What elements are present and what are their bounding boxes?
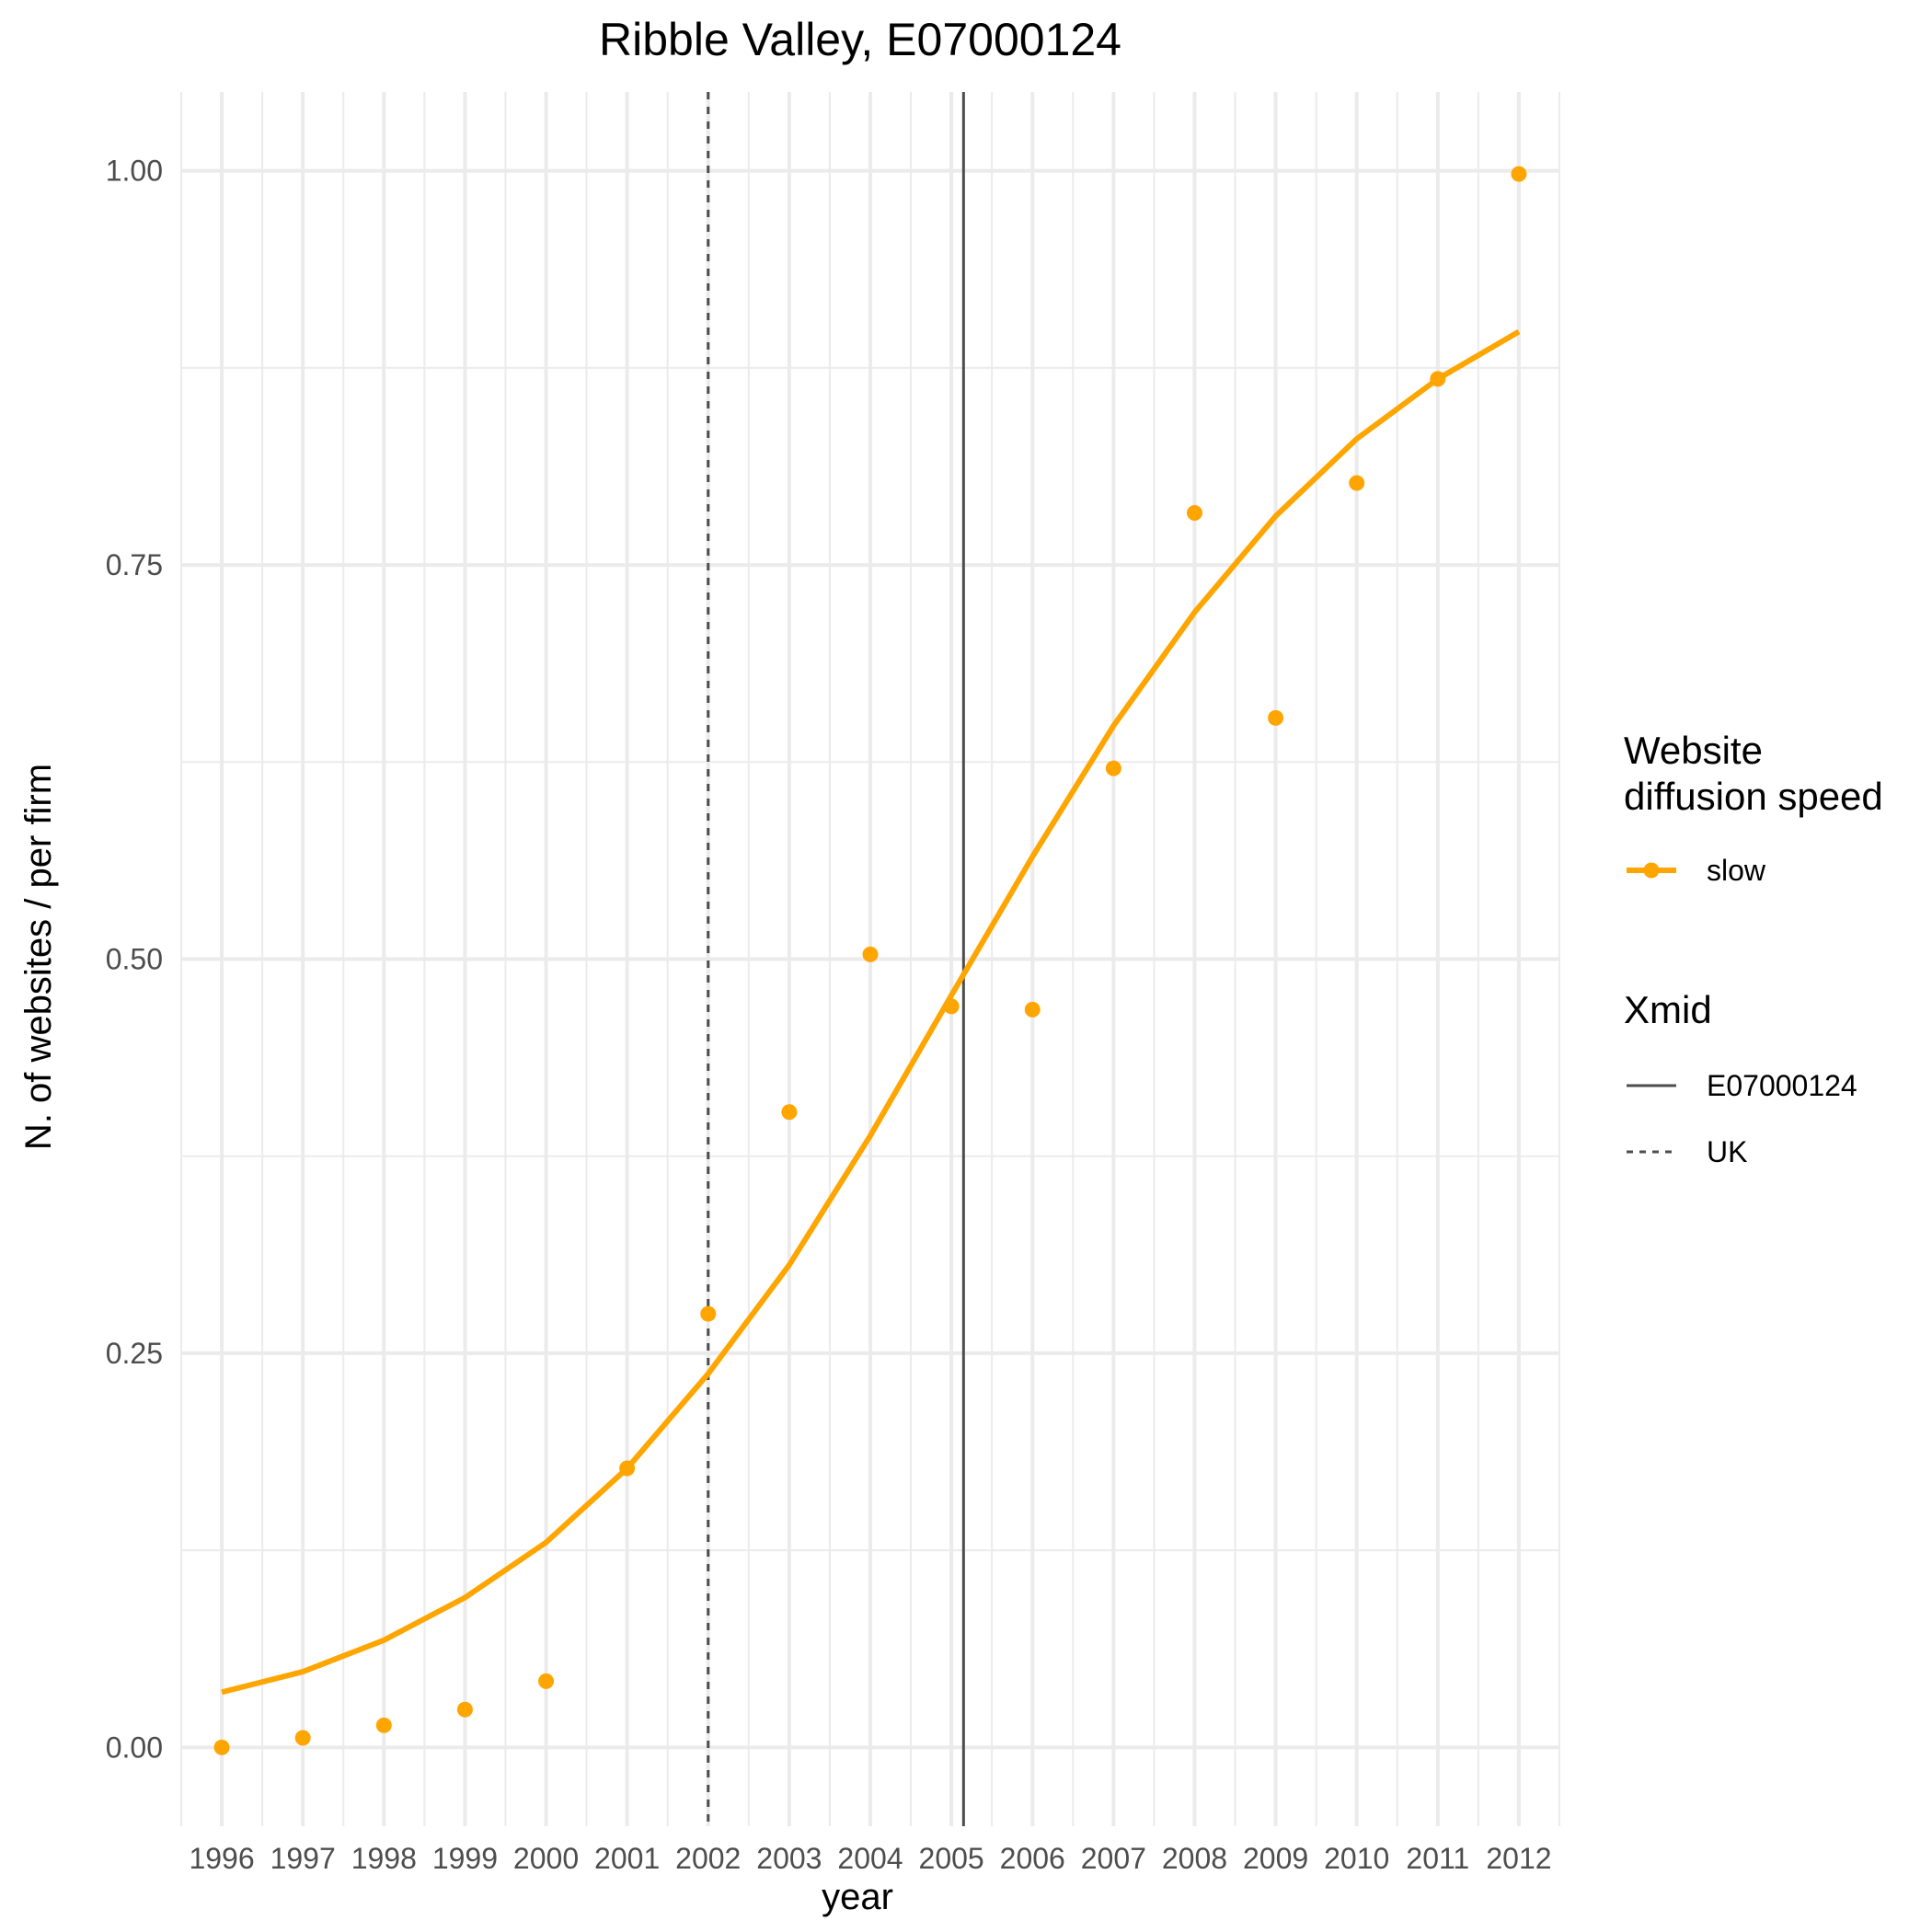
grid-major [181, 92, 1559, 1826]
observed-point [862, 946, 879, 962]
x-tick-label: 2006 [1000, 1842, 1065, 1875]
x-tick-label: 2002 [675, 1842, 741, 1875]
legend-xmid-title: Xmid [1624, 988, 1712, 1031]
legend-speed-title-line1: Website [1624, 729, 1763, 772]
observed-points [213, 166, 1527, 1755]
y-tick-label: 0.25 [106, 1337, 163, 1370]
x-tick-label: 1996 [189, 1842, 254, 1875]
chart-title: Ribble Valley, E07000124 [599, 14, 1121, 65]
observed-point [1430, 371, 1446, 387]
x-axis-ticks: 1996 1997 1998 1999 2000 2001 2002 2003 2004 2005… [189, 1842, 1551, 1875]
observed-point [1024, 1001, 1041, 1018]
x-axis-title: year [822, 1877, 893, 1917]
observed-point [213, 1739, 230, 1755]
x-tick-label: 1999 [432, 1842, 498, 1875]
legend: Website diffusion speed slow Xmid E07000… [1624, 729, 1883, 1168]
legend-xmid-items: E07000124 UK [1627, 1069, 1857, 1168]
fitted-line-slow [221, 328, 1521, 1696]
observed-point [943, 998, 960, 1015]
legend-key-point [1643, 862, 1660, 879]
legend-item-label: UK [1707, 1135, 1747, 1168]
observed-point [619, 1460, 636, 1477]
legend-item-label: E07000124 [1707, 1069, 1857, 1102]
x-tick-label: 2009 [1243, 1842, 1308, 1875]
y-tick-label: 0.75 [106, 548, 163, 581]
observed-point [1105, 760, 1121, 776]
observed-point [538, 1673, 555, 1689]
x-tick-label: 2004 [837, 1842, 903, 1875]
y-axis-title: N. of websites / per firm [18, 764, 59, 1150]
observed-point [1268, 709, 1284, 726]
observed-point [1186, 505, 1202, 522]
observed-point [456, 1701, 473, 1718]
x-tick-label: 2008 [1162, 1842, 1227, 1875]
x-tick-label: 2003 [756, 1842, 822, 1875]
x-tick-label: 2011 [1406, 1842, 1469, 1875]
y-tick-label: 0.00 [106, 1731, 163, 1764]
legend-item-label: slow [1707, 854, 1766, 887]
x-tick-label: 2000 [513, 1842, 579, 1875]
legend-speed-title-line2: diffusion speed [1624, 775, 1883, 818]
reference-lines [707, 92, 965, 1826]
y-axis-ticks: 0.00 0.25 0.50 0.75 1.00 [106, 155, 163, 1765]
observed-point [781, 1104, 798, 1121]
observed-point [1511, 166, 1527, 182]
y-tick-label: 1.00 [106, 155, 163, 188]
x-tick-label: 1998 [351, 1842, 417, 1875]
observed-point [1349, 475, 1365, 491]
x-tick-label: 2010 [1324, 1842, 1389, 1875]
observed-point [294, 1730, 311, 1746]
x-tick-label: 2001 [594, 1842, 660, 1875]
x-tick-label: 1997 [270, 1842, 336, 1875]
x-tick-label: 2007 [1081, 1842, 1146, 1875]
legend-speed-items: slow [1627, 854, 1766, 887]
x-tick-label: 2012 [1486, 1842, 1551, 1875]
observed-point [375, 1717, 392, 1733]
observed-point [700, 1305, 717, 1322]
y-tick-label: 0.50 [106, 943, 163, 976]
x-tick-label: 2005 [919, 1842, 984, 1875]
fitted-lines [221, 328, 1521, 1696]
